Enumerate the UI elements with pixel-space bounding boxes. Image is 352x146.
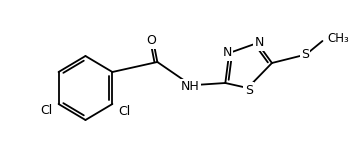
Text: Cl: Cl: [118, 105, 130, 118]
Text: Cl: Cl: [40, 105, 53, 118]
Text: N: N: [254, 36, 264, 49]
Text: S: S: [301, 48, 309, 61]
Text: O: O: [146, 34, 156, 47]
Text: S: S: [245, 84, 253, 97]
Text: NH: NH: [181, 80, 200, 93]
Text: CH₃: CH₃: [327, 32, 349, 45]
Text: N: N: [222, 46, 232, 60]
